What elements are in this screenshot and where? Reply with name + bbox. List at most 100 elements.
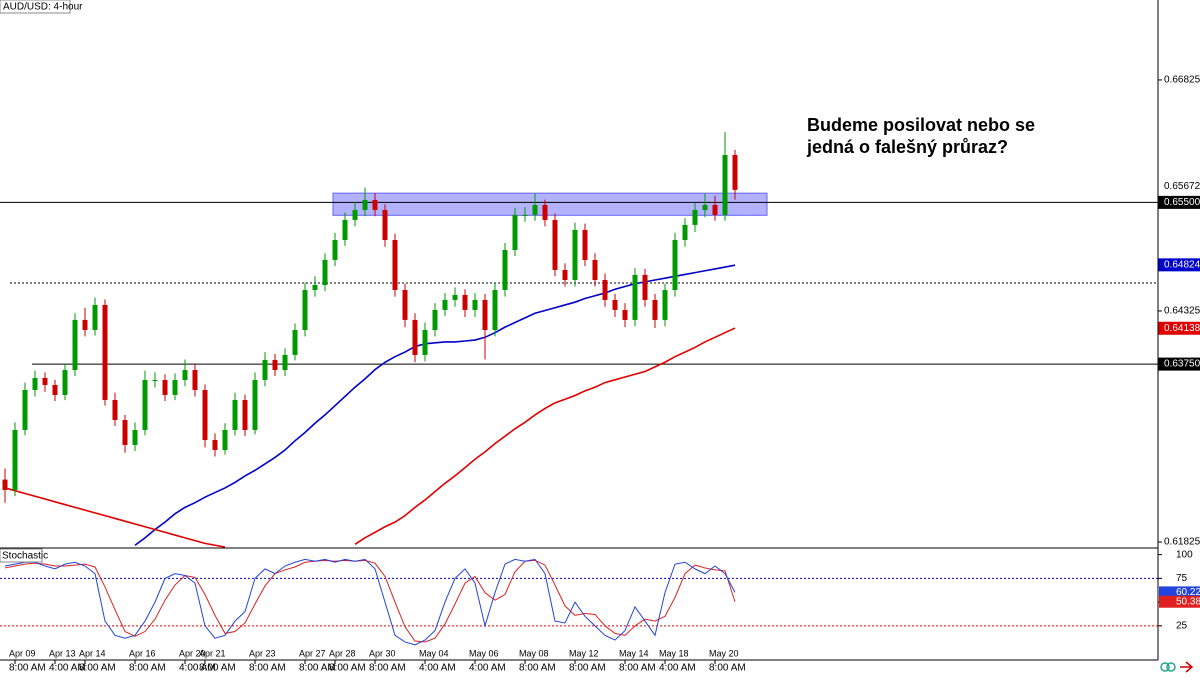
price-marker xyxy=(1158,321,1200,335)
x-tick-time: 8:00 AM xyxy=(619,663,656,674)
candle-body xyxy=(652,299,658,320)
stoch-marker-label: 50.38 xyxy=(1176,596,1200,607)
moving-average xyxy=(4,327,736,548)
candle-body xyxy=(462,294,468,310)
candle-body xyxy=(282,354,288,371)
candle-body xyxy=(242,399,248,430)
candle-body xyxy=(222,429,228,451)
price-marker-label: 0.64824 xyxy=(1164,259,1200,270)
x-tick-time: 8:00 AM xyxy=(9,663,46,674)
x-tick-date: Apr 30 xyxy=(369,648,396,658)
price-marker-label: 0.65672 xyxy=(1164,181,1200,192)
candle-body xyxy=(22,389,28,430)
candle-body xyxy=(682,224,688,240)
candle-body xyxy=(12,429,18,490)
toolbar-icons xyxy=(1160,661,1194,673)
indicator-title-box xyxy=(0,548,43,563)
candle-body xyxy=(602,280,608,300)
y-tick-label: 0.64325 xyxy=(1164,306,1200,317)
price-marker xyxy=(1158,258,1200,272)
candle-body xyxy=(472,299,478,310)
candle-body xyxy=(362,199,368,210)
x-tick-date: May 08 xyxy=(519,648,549,658)
price-marker-label: 0.65500 xyxy=(1164,197,1200,208)
price-marker xyxy=(1158,195,1200,209)
candle-body xyxy=(2,479,8,490)
candle-body xyxy=(272,359,278,371)
x-tick-date: Apr 23 xyxy=(249,648,276,658)
candle-body xyxy=(32,377,38,390)
candle-body xyxy=(392,239,398,290)
candle-body xyxy=(352,209,358,220)
link-icon-part xyxy=(1166,662,1176,672)
candle-body xyxy=(382,209,388,240)
candle-body xyxy=(402,289,408,320)
candle-body xyxy=(52,384,58,395)
candle-body xyxy=(532,204,538,215)
candle-body xyxy=(422,330,428,355)
scroll-icon[interactable] xyxy=(1180,661,1194,673)
x-tick-time: 8:00 AM xyxy=(129,663,166,674)
candle-body xyxy=(332,239,338,260)
candle-body xyxy=(432,309,438,331)
candle-body xyxy=(62,370,68,395)
x-tick-time: 4:00 AM xyxy=(49,663,86,674)
candle-body xyxy=(82,319,88,331)
candle-body xyxy=(322,259,328,285)
candle-body xyxy=(732,154,738,190)
candle-body xyxy=(192,370,198,390)
stoch-marker xyxy=(1159,595,1200,608)
candle-body xyxy=(312,284,318,290)
candle-body xyxy=(452,294,458,300)
x-tick-date: Apr 21 xyxy=(199,648,226,658)
candle-body xyxy=(482,299,488,331)
price-marker-label: 0.63750 xyxy=(1164,359,1200,370)
candle-body xyxy=(592,259,598,281)
x-tick-date: Apr 13 xyxy=(49,648,76,658)
candle-body xyxy=(632,274,638,320)
candle-body xyxy=(612,299,618,310)
x-tick-time: 8:00 AM xyxy=(199,663,236,674)
candle-body xyxy=(722,154,728,215)
stoch-tick-label: 100 xyxy=(1176,549,1193,560)
x-tick-time: 8:00 AM xyxy=(569,663,606,674)
x-tick-date: May 14 xyxy=(619,648,649,658)
y-tick-label: 0.66825 xyxy=(1164,75,1200,86)
x-tick-time: 8:00 AM xyxy=(249,663,286,674)
candle-body xyxy=(582,229,588,260)
candle-body xyxy=(122,420,128,445)
candle-body xyxy=(702,204,708,210)
candle-body xyxy=(642,274,648,300)
candle-body xyxy=(622,309,628,320)
candle-body xyxy=(72,319,78,371)
candle-body xyxy=(342,219,348,240)
candle-body xyxy=(562,269,568,281)
x-tick-time: 4:00 AM xyxy=(419,663,456,674)
x-tick-date: Apr 14 xyxy=(79,648,106,658)
candle-body xyxy=(412,319,418,355)
stoch-tick-label: 25 xyxy=(1176,620,1188,631)
candle-body xyxy=(692,209,698,225)
candle-body xyxy=(512,214,518,250)
candle-body xyxy=(202,389,208,440)
stoch-line xyxy=(4,558,736,646)
x-tick-date: Apr 16 xyxy=(129,648,156,658)
candle-body xyxy=(302,289,308,331)
x-tick-time: 8:00 AM xyxy=(329,663,366,674)
x-tick-time: 8:00 AM xyxy=(79,663,116,674)
x-tick-time: 4:00 AM xyxy=(659,663,696,674)
candle-body xyxy=(112,399,118,421)
candle-body xyxy=(522,214,528,216)
x-tick-time: 4:00 AM xyxy=(179,663,216,674)
x-tick-time: 8:00 AM xyxy=(519,663,556,674)
candle-body xyxy=(252,379,258,430)
x-tick-time: 8:00 AM xyxy=(709,663,746,674)
stoch-marker-label: 60.22 xyxy=(1176,587,1200,598)
x-tick-date: Apr 09 xyxy=(9,648,36,658)
candle-body xyxy=(92,304,98,331)
candle-body xyxy=(162,379,168,395)
annotation-line: Budeme posilovat nebo se xyxy=(807,115,1035,135)
link-icon[interactable] xyxy=(1160,662,1170,672)
support-zone xyxy=(332,192,768,216)
